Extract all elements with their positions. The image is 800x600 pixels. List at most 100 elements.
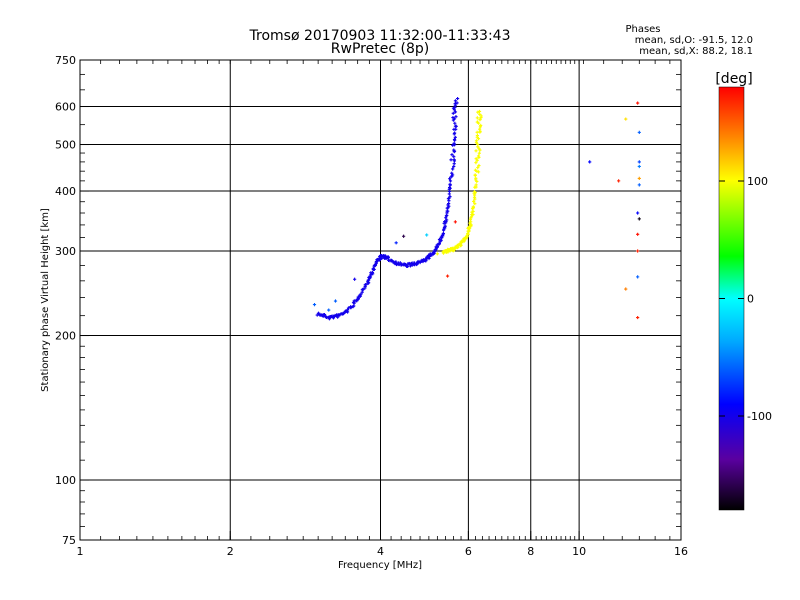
o-mode-point	[398, 261, 402, 265]
o-mode-point	[452, 148, 456, 152]
x-axis-label: Frequency [MHz]	[338, 560, 422, 571]
x-mode-point	[459, 243, 463, 247]
scattered-point	[624, 287, 628, 291]
x-mode-point	[473, 168, 478, 172]
x-mode-point	[466, 225, 471, 230]
grid-lines	[80, 60, 681, 540]
o-mode-point	[374, 260, 379, 264]
colorbar-tick-label: -100	[747, 410, 772, 423]
x-mode-point	[456, 244, 460, 248]
scattered-point	[636, 249, 640, 253]
scattered-point	[617, 179, 621, 183]
o-mode-point	[372, 267, 376, 271]
o-mode-point	[453, 135, 457, 139]
data-points	[312, 96, 641, 321]
x-tick-label: 8	[527, 545, 534, 558]
o-mode-point	[453, 124, 458, 128]
x-mode-point	[475, 120, 479, 124]
o-mode-point	[352, 304, 356, 308]
scattered-point	[333, 299, 338, 303]
x-tick-label: 1	[77, 545, 84, 558]
phases-heading: Phases	[625, 24, 660, 35]
o-mode-point	[447, 201, 451, 206]
o-mode-point	[451, 111, 455, 115]
x-tick-label: 6	[465, 545, 472, 558]
scattered-point	[637, 160, 641, 164]
phases-o-line: mean, sd,O: -91.5, 12.0	[635, 35, 753, 46]
o-mode-point	[349, 305, 353, 310]
o-mode-point	[324, 315, 328, 319]
o-mode-point	[453, 131, 457, 135]
x-mode-point	[479, 123, 483, 128]
o-mode-point	[454, 115, 458, 119]
y-tick-label: 500	[55, 139, 76, 152]
o-mode-point	[447, 177, 452, 181]
scattered-point	[445, 274, 450, 278]
y-tick-label: 750	[55, 54, 76, 67]
o-mode-point	[449, 158, 453, 162]
chart-title: Tromsø 20170903 11:32:00-11:33:43	[249, 28, 511, 44]
x-mode-point	[476, 170, 481, 174]
y-tick-label: 400	[55, 185, 76, 198]
o-mode-point	[368, 274, 372, 278]
o-mode-point	[448, 179, 453, 183]
o-mode-point	[446, 209, 450, 213]
o-mode-point	[453, 121, 457, 125]
x-mode-point	[478, 127, 482, 131]
x-mode-point	[478, 117, 482, 121]
x-mode-point	[474, 139, 479, 143]
scattered-point	[637, 183, 641, 187]
o-mode-point	[452, 158, 456, 162]
x-mode-point	[473, 202, 477, 206]
o-mode-point	[450, 167, 455, 171]
y-tick-label: 300	[55, 245, 76, 258]
o-mode-point	[441, 231, 446, 235]
x-mode-point	[474, 183, 478, 187]
y-tick-label: 100	[55, 474, 76, 487]
x-tick-label: 2	[227, 545, 234, 558]
o-mode-point	[363, 284, 367, 289]
o-mode-point	[451, 173, 455, 177]
x-mode-point	[473, 173, 477, 177]
y-tick-label: 600	[55, 101, 76, 114]
scattered-point	[435, 252, 439, 256]
colorbar-tick-label: 100	[747, 175, 768, 188]
o-mode-point	[455, 101, 459, 105]
scattered-point	[453, 220, 457, 224]
o-mode-point	[424, 258, 428, 262]
o-mode-point	[453, 138, 457, 142]
scattered-point	[353, 277, 357, 281]
o-mode-point	[447, 185, 452, 190]
x-mode-point	[477, 163, 481, 168]
phases-x-line: mean, sd,X: 88.2, 18.1	[639, 46, 753, 57]
scattered-point	[636, 275, 640, 279]
x-mode-point	[474, 149, 478, 153]
scattered-point	[637, 217, 641, 221]
o-mode-point	[370, 270, 375, 275]
x-mode-point	[474, 157, 478, 161]
scattered-point	[327, 308, 331, 312]
o-mode-point	[455, 96, 460, 101]
y-tick-label: 200	[55, 330, 76, 343]
o-mode-point	[452, 164, 456, 169]
x-mode-point	[441, 251, 446, 255]
x-mode-point	[472, 199, 476, 203]
o-mode-point	[361, 287, 365, 291]
scattered-point	[394, 241, 398, 245]
x-mode-point	[474, 176, 478, 180]
o-mode-point	[359, 292, 363, 296]
axis-ticks	[79, 59, 682, 541]
o-mode-point	[453, 99, 458, 103]
x-tick-label: 16	[674, 545, 688, 558]
x-tick-label: 4	[377, 545, 384, 558]
o-mode-point	[454, 127, 458, 131]
o-mode-point	[435, 244, 439, 249]
o-mode-point	[364, 283, 368, 287]
x-mode-point	[477, 147, 481, 151]
o-mode-point	[357, 295, 361, 299]
y-axis-label: Stationary phase Virtual Height [km]	[40, 208, 51, 392]
o-mode-point	[452, 141, 456, 145]
o-mode-point	[447, 196, 451, 201]
o-mode-point	[445, 218, 449, 222]
x-tick-label: 10	[572, 545, 586, 558]
